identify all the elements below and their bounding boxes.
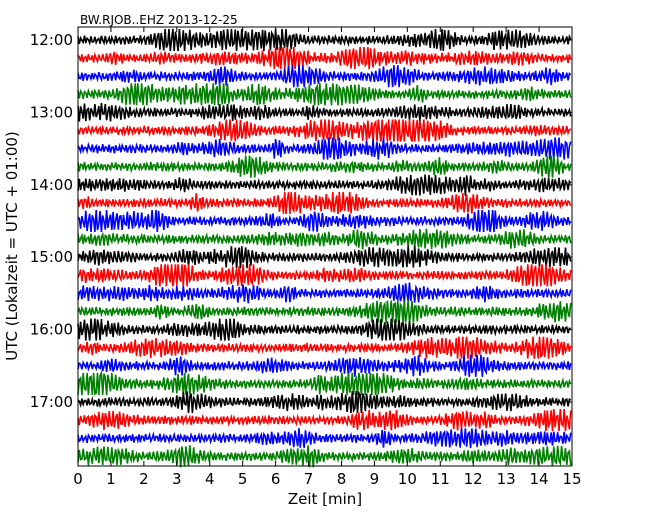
trace-line [77,209,572,233]
trace-line [77,300,572,323]
y-tick-label: 16:00 [30,321,73,339]
x-tick-label: 7 [304,470,314,488]
x-tick-label: 10 [398,470,417,488]
x-tick-label: 5 [238,470,248,488]
x-tick-label: 14 [530,470,549,488]
y-tick-label: 15:00 [30,248,73,266]
x-tick-label: 6 [271,470,281,488]
trace-line [77,174,572,196]
trace-line [77,282,572,305]
trace-line [77,28,572,52]
y-tick-label: 13:00 [30,103,73,121]
x-tick-label: 0 [73,470,83,488]
trace-line [77,390,572,414]
y-tick-label: 17:00 [30,393,73,411]
trace-line [77,46,572,70]
x-tick-label: 3 [172,470,182,488]
x-axis-label: Zeit [min] [288,490,362,508]
x-axis-ticks: 0 1 2 3 4 5 6 7 8 9 10 11 12 13 14 15 [73,27,582,488]
trace-line [77,83,572,106]
y-tick-label: 12:00 [30,31,73,49]
trace-line [77,428,572,449]
x-tick-label: 1 [106,470,116,488]
trace-line [77,264,572,287]
x-tick-label: 15 [562,470,581,488]
seismogram-traces [77,28,572,468]
trace-line [77,155,572,178]
trace-line [77,228,572,250]
trace-line [77,246,572,269]
trace-line [77,137,572,160]
x-tick-label: 11 [431,470,450,488]
y-tick-label: 14:00 [30,176,73,194]
x-tick-label: 8 [337,470,347,488]
trace-line [77,409,572,432]
trace-line [77,191,572,214]
x-tick-label: 12 [464,470,483,488]
x-tick-label: 2 [139,470,149,488]
x-tick-label: 9 [370,470,380,488]
x-tick-label: 13 [497,470,516,488]
chart-title: BW.RJOB..EHZ 2013-12-25 [80,13,238,27]
x-tick-label: 4 [205,470,215,488]
y-axis-label: UTC (Lokalzeit = UTC + 01:00) [3,131,21,361]
trace-line [77,445,572,468]
y-axis-ticks: 12:00 13:00 14:00 15:00 16:00 17:00 [30,31,572,411]
trace-line [77,354,572,377]
trace-line [77,65,572,88]
trace-line [77,336,572,359]
trace-line [77,369,572,396]
plot-frame [77,26,573,467]
trace-line [77,119,572,142]
trace-line [77,102,572,122]
trace-line [77,318,571,341]
